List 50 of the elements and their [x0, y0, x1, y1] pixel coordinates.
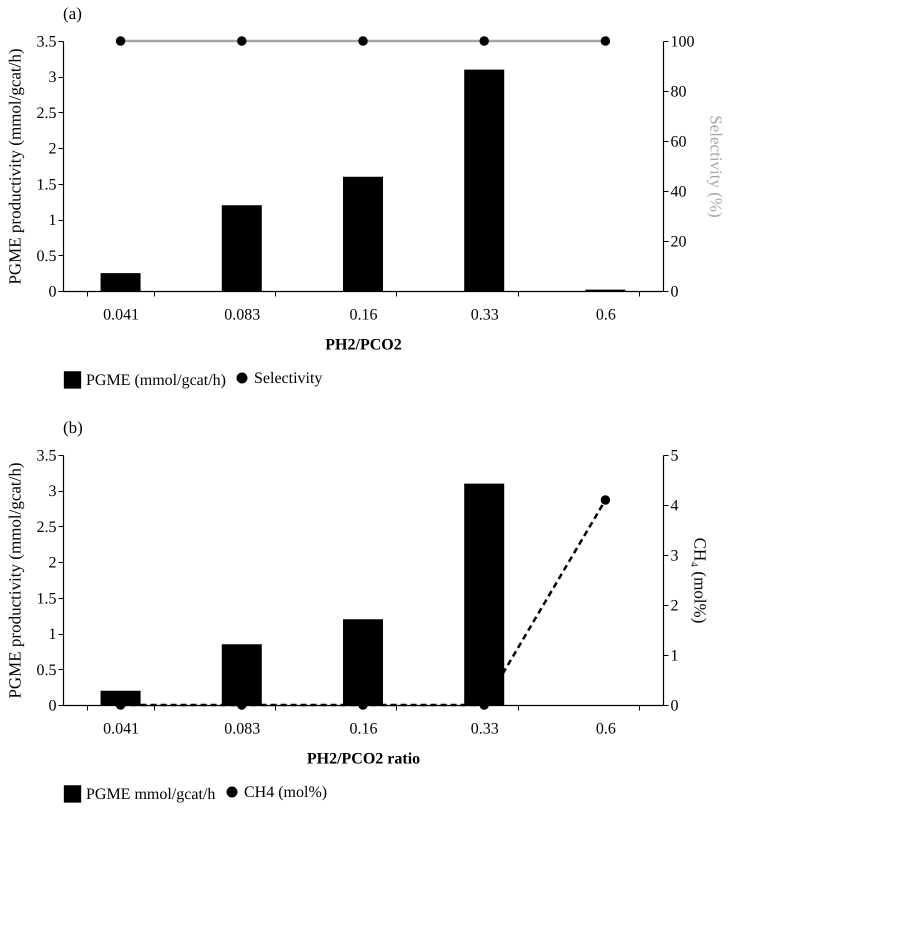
y-tick-label: 3.5	[36, 448, 56, 464]
y-tick-label: 1.5	[36, 176, 56, 194]
y2-tick-label: 0	[670, 284, 678, 300]
y2-tick-label: 20	[670, 234, 686, 250]
y-tick-label: 3	[48, 69, 56, 86]
chart-title: (b)	[63, 418, 83, 437]
y-tick-label: 1	[48, 212, 56, 230]
y-tick-label: 1.5	[36, 590, 56, 608]
x-tick-label: 0.083	[224, 306, 260, 324]
y-tick-label: 3.5	[36, 34, 56, 50]
chart-title: (a)	[63, 4, 82, 23]
y2-axis-title: Selectivity (%)	[706, 115, 726, 218]
x-tick-label: 0.33	[470, 720, 499, 738]
y2-axis-title: CH₄ (mol%)	[690, 538, 710, 624]
x-axis-title: PH2/PCO2 ratio	[306, 750, 420, 768]
legend-label: PGME (mmol/gcat/h)	[86, 372, 226, 389]
x-tick-label: 0.041	[103, 720, 140, 738]
x-tick-label: 0.6	[596, 720, 616, 738]
legend-label: PGME mmol/gcat/h	[86, 786, 216, 803]
y2-tick-label: 80	[670, 84, 686, 100]
y-tick-label: 0	[48, 698, 56, 714]
y2-tick-label: 4	[670, 498, 678, 514]
y2-tick-label: 40	[670, 184, 686, 200]
y-axis-title: PGME productivity (mmol/gcat/h)	[6, 462, 24, 699]
y-tick-label: 0	[48, 284, 56, 300]
y2-tick-label: 100	[670, 34, 694, 50]
x-tick-label: 0.16	[350, 306, 378, 324]
y-tick-label: 0.5	[36, 662, 56, 679]
legend-label: CH4 (mol%)	[244, 784, 328, 801]
y2-tick-label: 60	[670, 134, 686, 150]
y2-tick-label: 1	[670, 648, 678, 664]
y2-tick-label: 2	[670, 598, 678, 614]
y2-tick-label: 0	[670, 698, 678, 714]
y2-tick-label: 5	[670, 448, 678, 464]
y-tick-label: 2	[48, 554, 56, 572]
y-tick-label: 2.5	[36, 518, 56, 536]
y-axis-title: PGME productivity (mmol/gcat/h)	[6, 48, 24, 285]
y-tick-label: 2	[48, 140, 56, 158]
y-tick-label: 2.5	[36, 104, 56, 122]
y-tick-label: 3	[48, 483, 56, 500]
y-tick-label: 1	[48, 626, 56, 644]
x-tick-label: 0.041	[103, 306, 140, 324]
x-tick-label: 0.16	[350, 720, 378, 738]
x-tick-label: 0.33	[470, 306, 499, 324]
legend-label: Selectivity	[254, 370, 322, 387]
x-tick-label: 0.083	[224, 720, 260, 738]
x-tick-label: 0.6	[596, 306, 616, 324]
y2-tick-label: 3	[670, 548, 678, 564]
x-axis-title: PH2/PCO2	[325, 336, 402, 354]
y-tick-label: 0.5	[36, 248, 56, 265]
